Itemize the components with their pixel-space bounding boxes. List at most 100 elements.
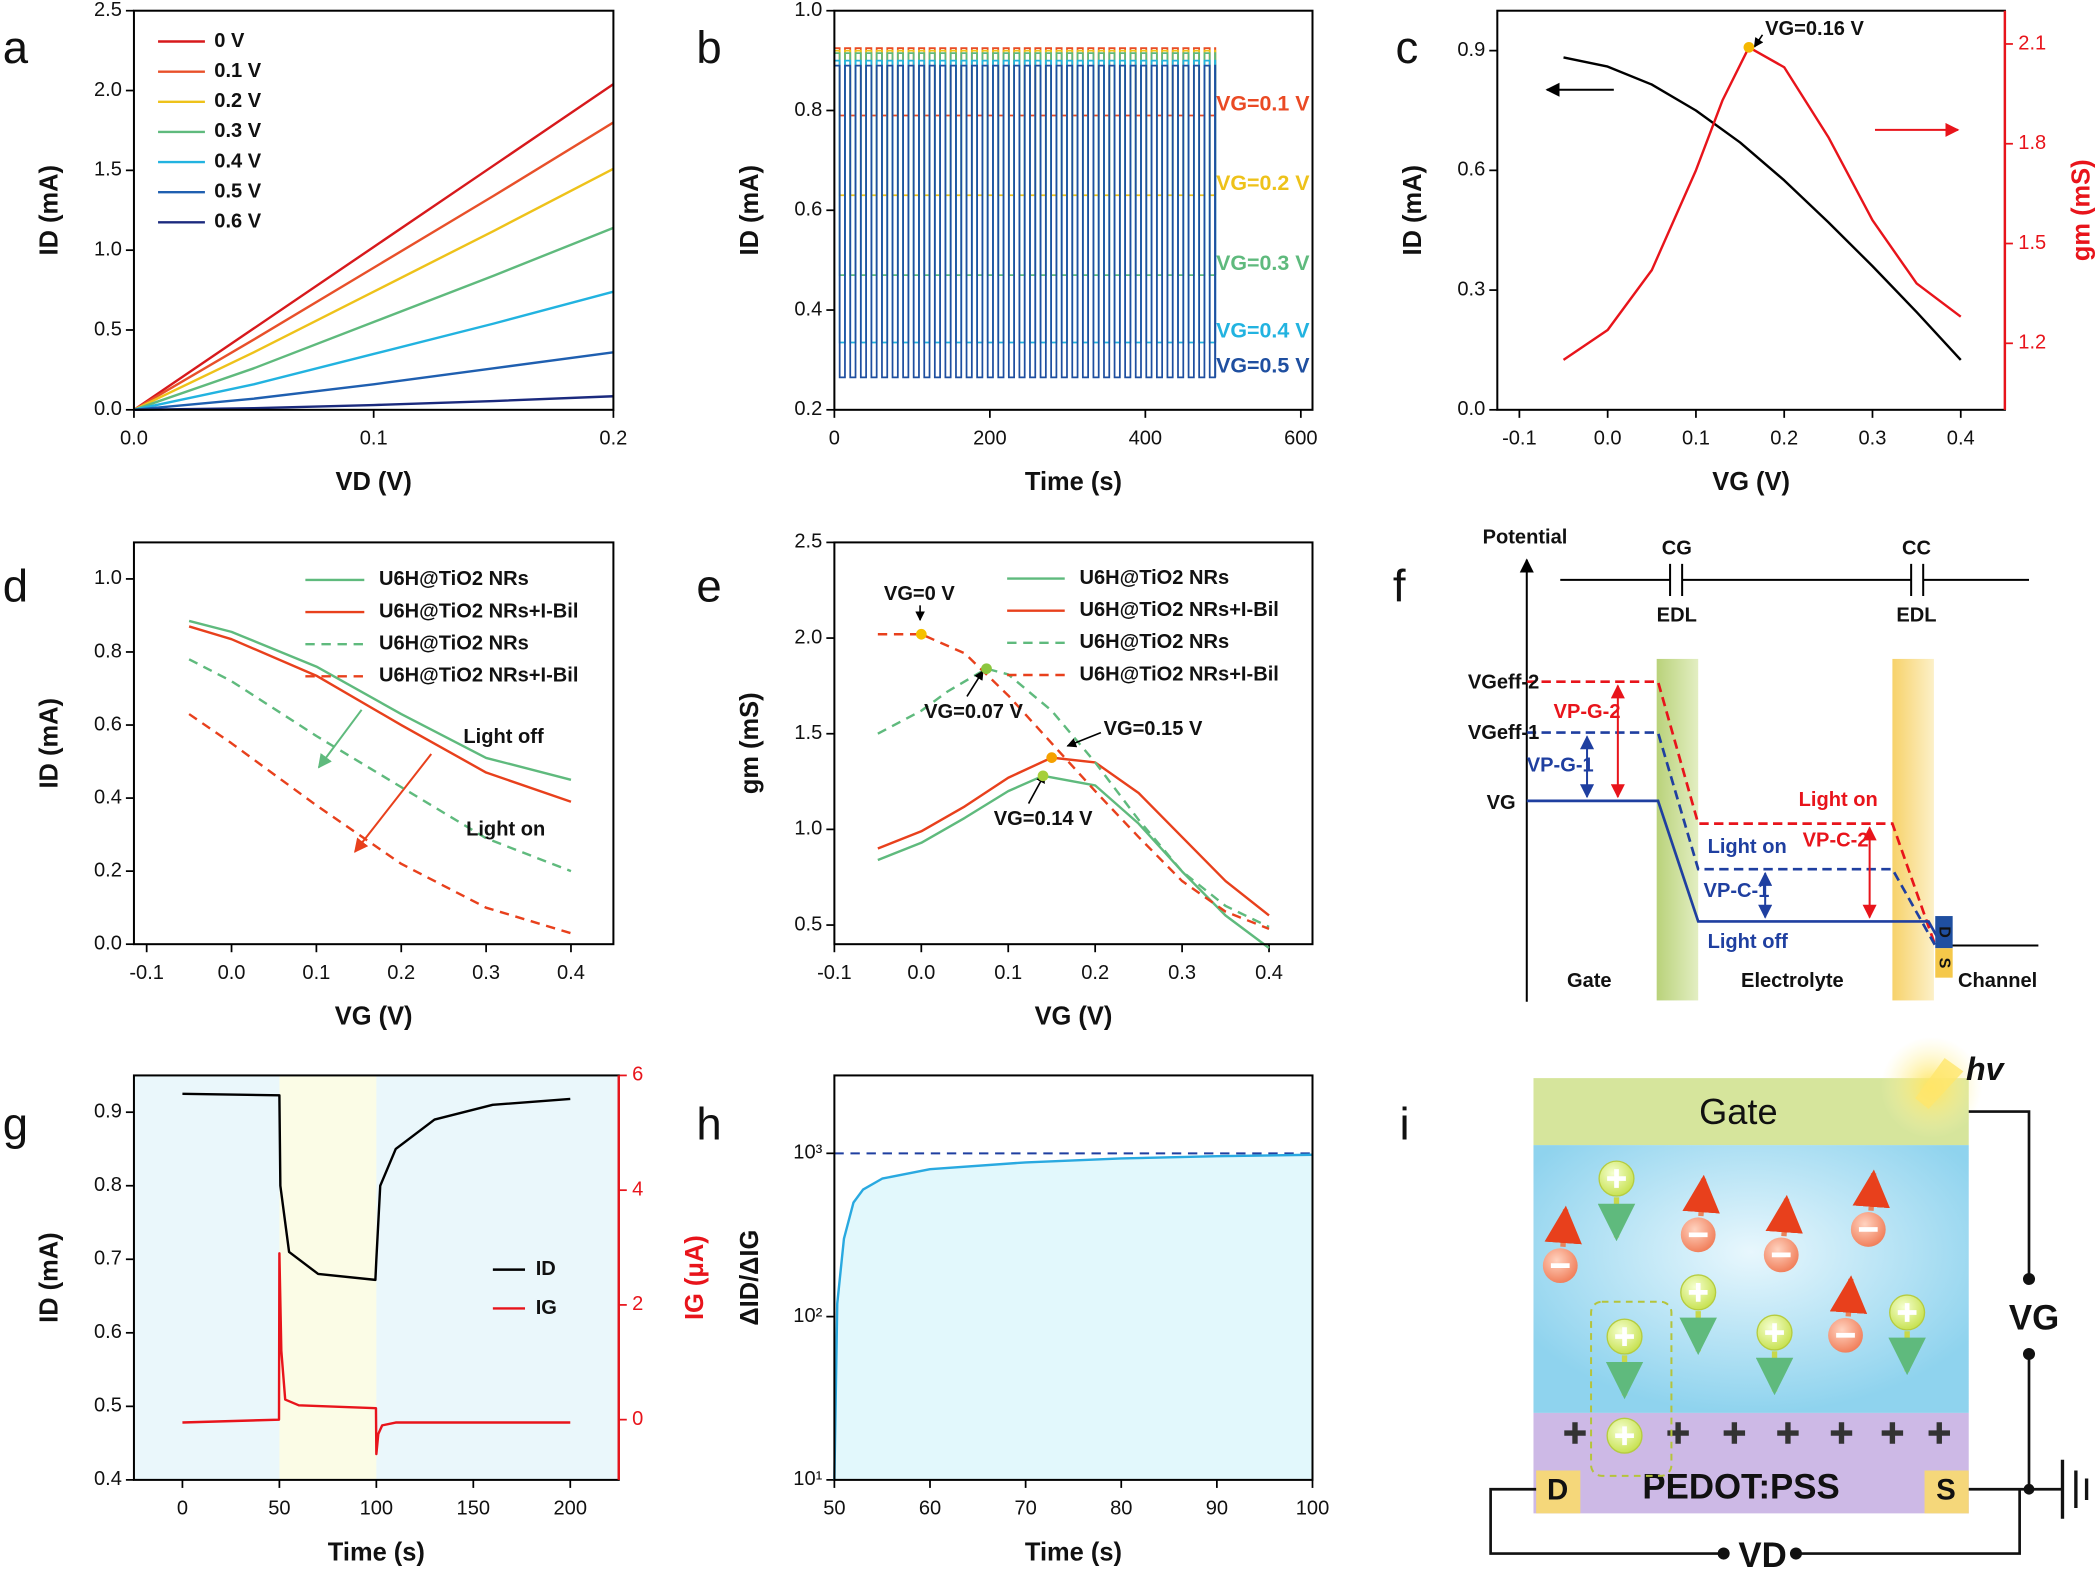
x-axis-label: VG (V) [1712, 468, 1790, 496]
edl-label: EDL [1657, 604, 1697, 626]
y-tick-label: 1.5 [794, 722, 822, 744]
y-tick-label: 0.8 [94, 1174, 122, 1196]
y-axis-label: ID (mA) [736, 165, 764, 255]
terminal [1717, 1547, 1730, 1560]
annotation: VG=0.07 V [924, 701, 1023, 723]
y-tick-label: 0.2 [94, 859, 122, 881]
x-tick-label: -0.1 [817, 962, 852, 984]
y-tick-label: 0.2 [794, 398, 822, 420]
y-tick-label: 0.6 [794, 199, 822, 221]
y-tick-label: 2.5 [94, 0, 122, 21]
chart: c -0.1 0.0 0.1 0.2 0.3 0.4 0.0 0.3 0.6 0.9 1.2 1.5 1.… [1396, 9, 2095, 496]
drop-label: VP-C-2 [1803, 829, 1869, 851]
cation-sign [1615, 1327, 1634, 1346]
ion-arrow [1829, 1275, 1868, 1317]
series-label: VG=0.3 V [1216, 251, 1310, 275]
drop-label: VP-G-2 [1554, 701, 1621, 723]
legend-label: 0.4 V [214, 150, 261, 172]
level-line [1526, 731, 1937, 947]
x-tick-label: 600 [1284, 428, 1317, 450]
line [877, 633, 1270, 930]
ion-arrow [1682, 1174, 1720, 1217]
axis-label: Potential [1483, 527, 1568, 549]
x-tick-label: 0.0 [218, 962, 246, 984]
level-line [1526, 799, 1944, 947]
cation-sign [1688, 1283, 1708, 1302]
legend-label: 0.1 V [214, 60, 261, 82]
line [182, 1252, 571, 1456]
y-tick-label: 0.0 [1457, 398, 1485, 420]
region-label: Channel [1958, 970, 2037, 992]
source [1924, 1470, 1969, 1514]
y-tick-label: 0.0 [94, 932, 122, 954]
chart: b 0 200 400 600 0.2 0.4 0.6 0.8 1.0 VG=0.1 V VG=0.2… [696, 0, 1317, 496]
x-tick-label: 0.1 [302, 962, 330, 984]
electrolyte [1533, 1145, 1969, 1413]
series-label: VG=0.5 V [1216, 353, 1310, 377]
y-tick-label: 0.8 [794, 99, 822, 121]
chart: a 0.0 0.1 0.2 0.0 0.5 1.0 1.5 2.0 2.5 VD (V) ID (mA… [3, 0, 628, 496]
x-tick-label: 60 [919, 1498, 941, 1520]
source [1935, 948, 1953, 978]
drain [1536, 1470, 1581, 1514]
panel-label: e [696, 560, 721, 611]
line [877, 774, 1270, 949]
x-axis-label: Time (s) [328, 1538, 425, 1566]
state-label: Light on [1708, 836, 1787, 858]
cation-sign [1615, 1426, 1634, 1446]
annotation: Light on [466, 819, 545, 841]
plot-frame [132, 541, 615, 946]
annotation-point [915, 628, 927, 640]
y-axis-label: ID (mA) [1399, 165, 1427, 255]
plot-frame [833, 541, 1314, 946]
y-tick-label: 1.0 [794, 0, 822, 21]
x-axis-label: Time (s) [1025, 468, 1122, 496]
level-label: VG [1487, 792, 1516, 814]
x-axis-label: VD (V) [336, 468, 412, 496]
plot-frame [132, 9, 615, 411]
chart: h 50 60 70 80 90 100 10¹ 10² 10³ Time (s) ΔID/ΔIG [696, 1074, 1329, 1566]
x-tick-label: 0.4 [557, 962, 585, 984]
x-tick-label: 0.3 [1859, 428, 1887, 450]
chart: g 0 50 100 150 200 0.4 0.5 0.6 0.7 0.8 0.9 0 2 4 6 Time … [3, 1064, 709, 1567]
y-axis-label: ID (mA) [36, 1232, 64, 1322]
plot-frame [833, 9, 1314, 411]
x-axis-label: VG (V) [1035, 1003, 1113, 1031]
drop-label: VP-C-1 [1704, 880, 1770, 902]
y-tick-label: 0.0 [94, 398, 122, 420]
ground [2060, 1459, 2089, 1519]
y-tick-label: 0.9 [1457, 39, 1485, 61]
contact-label: S [1936, 1474, 1956, 1507]
annotation-arrow [966, 670, 984, 697]
contact-label: S [1936, 958, 1954, 969]
contact-label: D [1547, 1474, 1568, 1507]
x-tick-label: 0 [829, 428, 840, 450]
legend-label: 0.6 V [214, 211, 261, 233]
y-tick-label: 1.0 [94, 567, 122, 589]
edl-band [1656, 658, 1699, 1001]
plot-frame [1496, 9, 2006, 411]
terminal [2022, 1272, 2036, 1286]
ion-arrow [1544, 1205, 1582, 1248]
x-tick-label: 70 [1014, 1498, 1036, 1520]
state-label: Light on [1799, 789, 1878, 811]
ion-arrow [1765, 1194, 1803, 1237]
x-tick-label: -0.1 [129, 962, 164, 984]
panel-label: b [696, 22, 721, 73]
series-label: VG=0.2 V [1216, 171, 1310, 195]
x-axis-label: VG (V) [335, 1003, 413, 1031]
cation-sign [1765, 1323, 1784, 1342]
y-tick-label: 2.0 [94, 79, 122, 101]
channel-layer [1533, 1412, 1969, 1514]
x-tick-label: 0.0 [907, 962, 935, 984]
line [188, 625, 572, 803]
x-tick-label: 0.2 [599, 428, 627, 450]
legend-label: 0.5 V [214, 180, 261, 202]
y-tick-label: 10¹ [793, 1468, 822, 1490]
terminal [2022, 1347, 2036, 1361]
region-label: Electrolyte [1741, 970, 1844, 992]
x-tick-label: 50 [268, 1498, 290, 1520]
x-tick-label: 0 [177, 1498, 188, 1520]
y-tick-label: 0.4 [794, 298, 822, 320]
